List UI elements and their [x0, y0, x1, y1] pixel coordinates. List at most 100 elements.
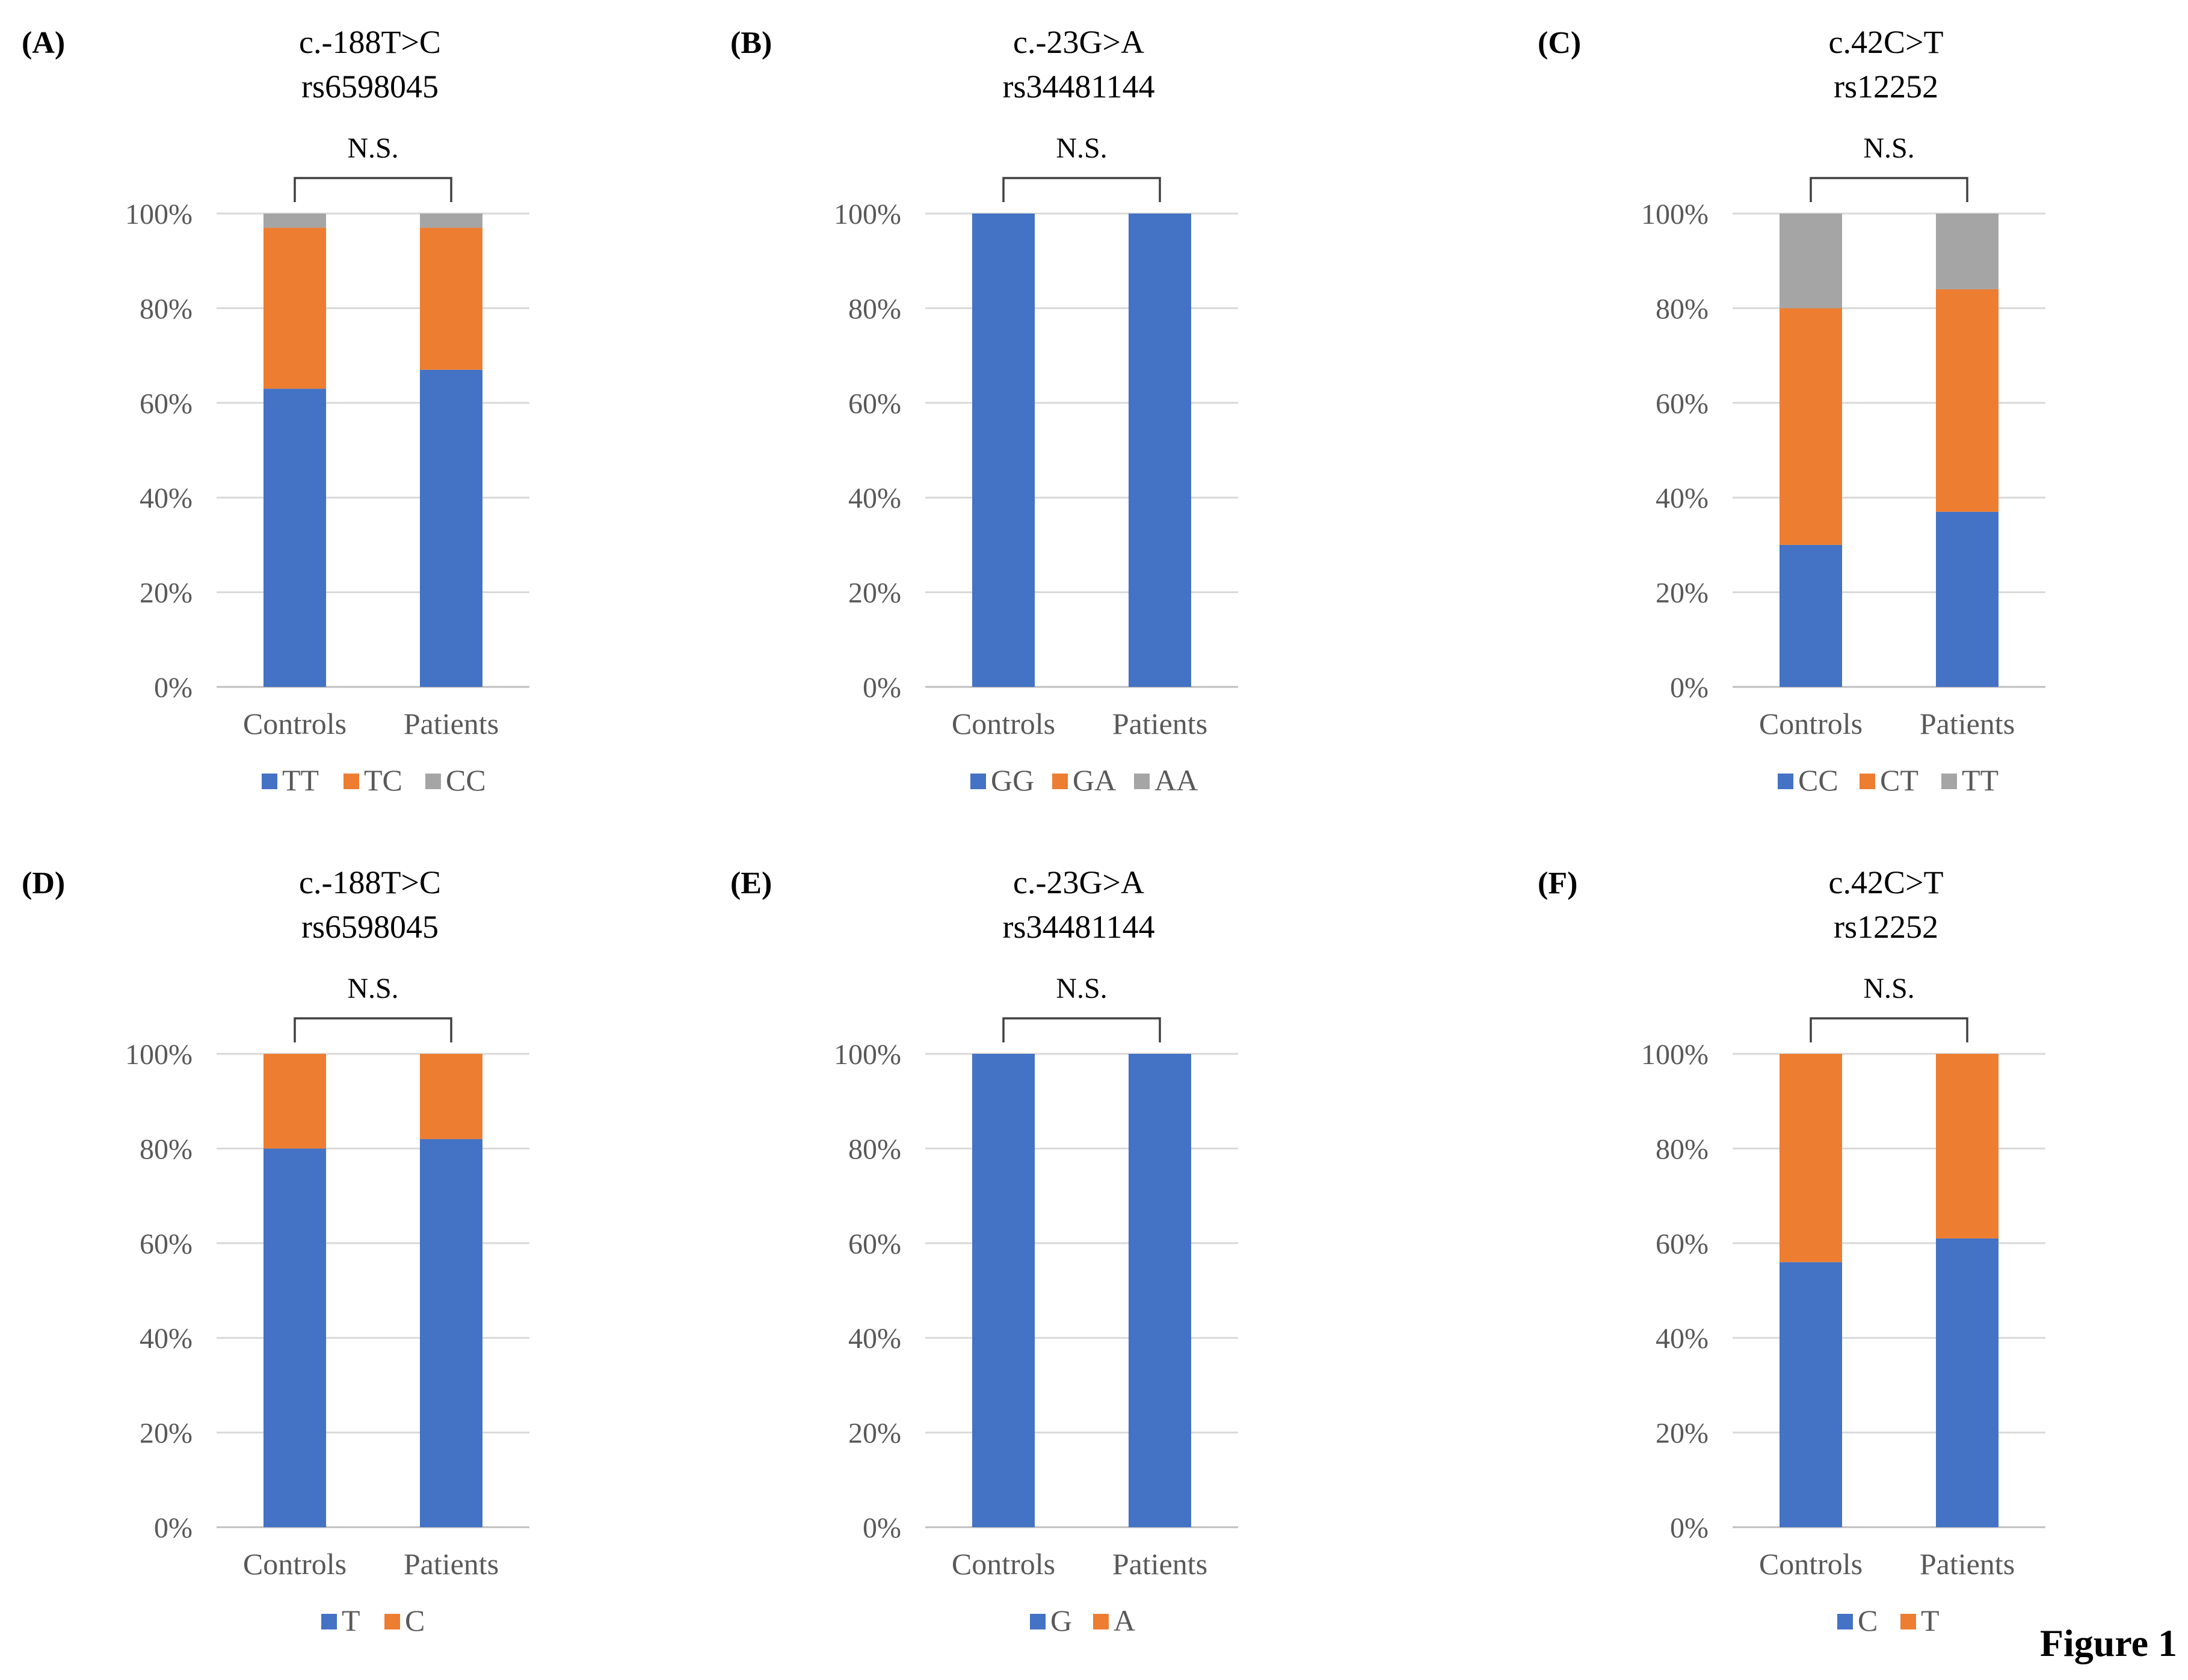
panel-5-title: c.42C>T [1829, 864, 1944, 900]
panel-0-y-tick-label: 80% [140, 293, 193, 325]
panel-2-legend-swatch-tt [1941, 774, 1957, 789]
panel-0-significance-bracket [294, 177, 452, 202]
panel-0-x-tick-label: Patients [404, 707, 499, 740]
panel-2-y-tick-label: 0% [1670, 672, 1709, 704]
panel-2-y-tick-label: 60% [1656, 388, 1709, 420]
panel-3-y-tick-label: 0% [154, 1512, 193, 1544]
panel-3-bar-c-patients [420, 1054, 482, 1139]
panel-0-bar-cc-patients [420, 214, 482, 228]
panel-2-legend-label: CC [1798, 763, 1838, 797]
panel-2-title: c.42C>T [1829, 24, 1944, 60]
panel-0-legend-swatch-cc [425, 774, 441, 789]
panel-1-bar-gg-controls [972, 214, 1035, 687]
panel-4-legend-swatch-g [1030, 1614, 1046, 1629]
panel-4-y-tick-label: 20% [848, 1418, 901, 1450]
panel-1-y-tick-label: 60% [848, 388, 901, 420]
panel-2-letter: (C) [1538, 26, 1581, 60]
panel-0-y-tick-label: 60% [140, 388, 193, 420]
panel-3-letter: (D) [22, 866, 65, 900]
panel-5-letter: (F) [1538, 866, 1577, 900]
panel-0-letter: (A) [22, 26, 65, 60]
panel-0-bar-tc-controls [263, 227, 326, 389]
panel-2-bar-tt-patients [1936, 214, 1998, 289]
panel-4-y-tick-label: 0% [863, 1512, 901, 1544]
panel-3-x-tick-label: Patients [404, 1547, 499, 1581]
panel-3-y-tick-label: 20% [140, 1418, 193, 1450]
panel-1-significance-bracket [1002, 177, 1161, 202]
panel-2-legend-swatch-cc [1778, 774, 1793, 789]
panel-0-legend-swatch-tc [344, 774, 359, 789]
panel-5-bar-c-controls [1780, 1262, 1842, 1527]
panel-0-bar-tt-controls [263, 389, 326, 687]
panel-4-letter: (E) [730, 866, 772, 900]
panel-4-bar-g-patients [1129, 1054, 1191, 1527]
panel-2-y-tick-label: 100% [1641, 198, 1709, 230]
panel-2-significance-label: N.S. [1863, 132, 1914, 164]
panel-0-y-tick-label: 0% [154, 672, 193, 704]
figure-label: Figure 1 [2039, 1622, 2177, 1664]
panel-0-subtitle: rs6598045 [301, 69, 439, 105]
panel-1-legend-label: GG [991, 763, 1034, 797]
panel-0-legend-swatch-tt [262, 774, 277, 789]
panel-3-subtitle: rs6598045 [301, 909, 439, 945]
panel-0-significance-label: N.S. [347, 132, 398, 164]
panel-3-legend-swatch-t [321, 1614, 337, 1629]
panel-1-bar-gg-patients [1129, 214, 1191, 687]
panel-5-y-tick-label: 60% [1656, 1228, 1709, 1260]
panel-2-bar-tt-controls [1780, 214, 1842, 309]
panel-4-x-tick-label: Patients [1112, 1547, 1207, 1581]
panel-3-significance-label: N.S. [347, 973, 398, 1005]
panel-0-y-tick-label: 20% [140, 577, 193, 609]
panel-1-legend-swatch-gg [970, 774, 986, 789]
panel-4-significance-label: N.S. [1056, 973, 1107, 1005]
panel-5-y-tick-label: 40% [1656, 1323, 1709, 1355]
panel-5-subtitle: rs12252 [1834, 909, 1938, 945]
panel-0-x-tick-label: Controls [243, 707, 347, 740]
panel-0-bar-cc-controls [263, 214, 326, 228]
panel-1-significance-label: N.S. [1056, 132, 1107, 164]
panel-1-y-tick-label: 80% [848, 293, 901, 325]
panel-2-bar-cc-patients [1936, 511, 1998, 687]
panel-1-y-tick-label: 20% [848, 577, 901, 609]
panel-5-bar-t-controls [1780, 1054, 1842, 1263]
panel-4-significance-bracket [1002, 1017, 1161, 1042]
panel-1-letter: (B) [730, 26, 772, 60]
panel-1-y-tick-label: 0% [863, 672, 901, 704]
panel-2-significance-bracket [1810, 177, 1968, 202]
panel-5-x-tick-label: Patients [1920, 1547, 2015, 1581]
panel-4-y-tick-label: 60% [848, 1228, 901, 1260]
panel-3-legend-label: T [342, 1604, 360, 1637]
panel-2-bar-ct-controls [1780, 308, 1842, 545]
panel-5-y-tick-label: 100% [1641, 1039, 1709, 1071]
panel-5-significance-bracket [1810, 1017, 1968, 1042]
panel-0-legend-label: TC [364, 763, 402, 797]
panel-0-legend-label: CC [446, 763, 486, 797]
panel-2-bar-ct-patients [1936, 289, 1998, 512]
panel-2-x-tick-label: Controls [1759, 707, 1863, 740]
panel-1-x-tick-label: Controls [952, 707, 1055, 740]
panel-0-y-tick-label: 100% [125, 198, 193, 230]
panel-2-subtitle: rs12252 [1834, 69, 1938, 105]
panel-3-title: c.-188T>C [299, 864, 441, 900]
panel-4-y-tick-label: 100% [834, 1039, 901, 1071]
panel-5-legend-swatch-c [1837, 1614, 1853, 1629]
panel-0-y-tick-label: 40% [140, 482, 193, 514]
panel-3-y-tick-label: 100% [125, 1039, 193, 1071]
panel-1-legend-swatch-ga [1052, 774, 1068, 789]
panel-5-bar-t-patients [1936, 1054, 1998, 1238]
panel-5-legend-label: T [1921, 1604, 1940, 1637]
panel-2-legend-swatch-ct [1860, 774, 1875, 789]
panel-2-x-tick-label: Patients [1920, 707, 2015, 740]
panel-4-legend-label: G [1050, 1604, 1072, 1637]
panel-5-y-tick-label: 0% [1670, 1512, 1709, 1544]
panel-1-y-tick-label: 100% [834, 198, 901, 230]
panel-2-legend-label: CT [1880, 763, 1918, 797]
panel-4-title: c.-23G>A [1013, 864, 1144, 900]
panel-1-subtitle: rs34481144 [1003, 69, 1155, 105]
panel-3-legend-swatch-c [384, 1614, 400, 1629]
panel-1-title: c.-23G>A [1013, 24, 1144, 60]
panel-3-y-tick-label: 60% [140, 1228, 193, 1260]
panel-3-y-tick-label: 80% [140, 1133, 193, 1165]
panel-3-bar-t-patients [420, 1139, 482, 1527]
